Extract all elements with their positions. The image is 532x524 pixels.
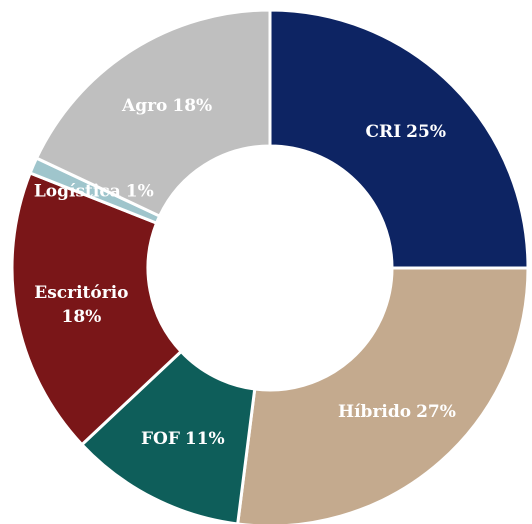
slice-label-name: Logística — [34, 181, 121, 201]
slice-label-name: CRI — [366, 122, 402, 142]
slice-label-name: Híbrido — [338, 402, 411, 422]
slice-label: Escritório 18% — [34, 282, 128, 326]
donut-slice — [236, 266, 530, 524]
slice-label-value: 18% — [61, 306, 101, 326]
slice-label-name: Escritório — [34, 282, 128, 302]
slice-label: FOF 11% — [141, 429, 225, 449]
slice-label-name: Agro — [121, 95, 167, 115]
slice-label-value: 11% — [185, 429, 225, 449]
slice-label-value: 18% — [172, 95, 212, 115]
slice-label-value: 25% — [406, 122, 446, 142]
slice-label-value: 1% — [126, 181, 154, 201]
slice-label-value: 27% — [416, 402, 456, 422]
donut-slice — [34, 8, 272, 219]
slice-label: Híbrido 27% — [338, 402, 456, 422]
slice-label: Logística 1% — [34, 181, 154, 201]
slice-label: Agro 18% — [121, 95, 212, 115]
donut-slice — [268, 8, 530, 270]
slice-label: CRI 25% — [366, 122, 446, 142]
donut-slice — [10, 171, 184, 447]
slice-label-name: FOF — [141, 429, 180, 449]
